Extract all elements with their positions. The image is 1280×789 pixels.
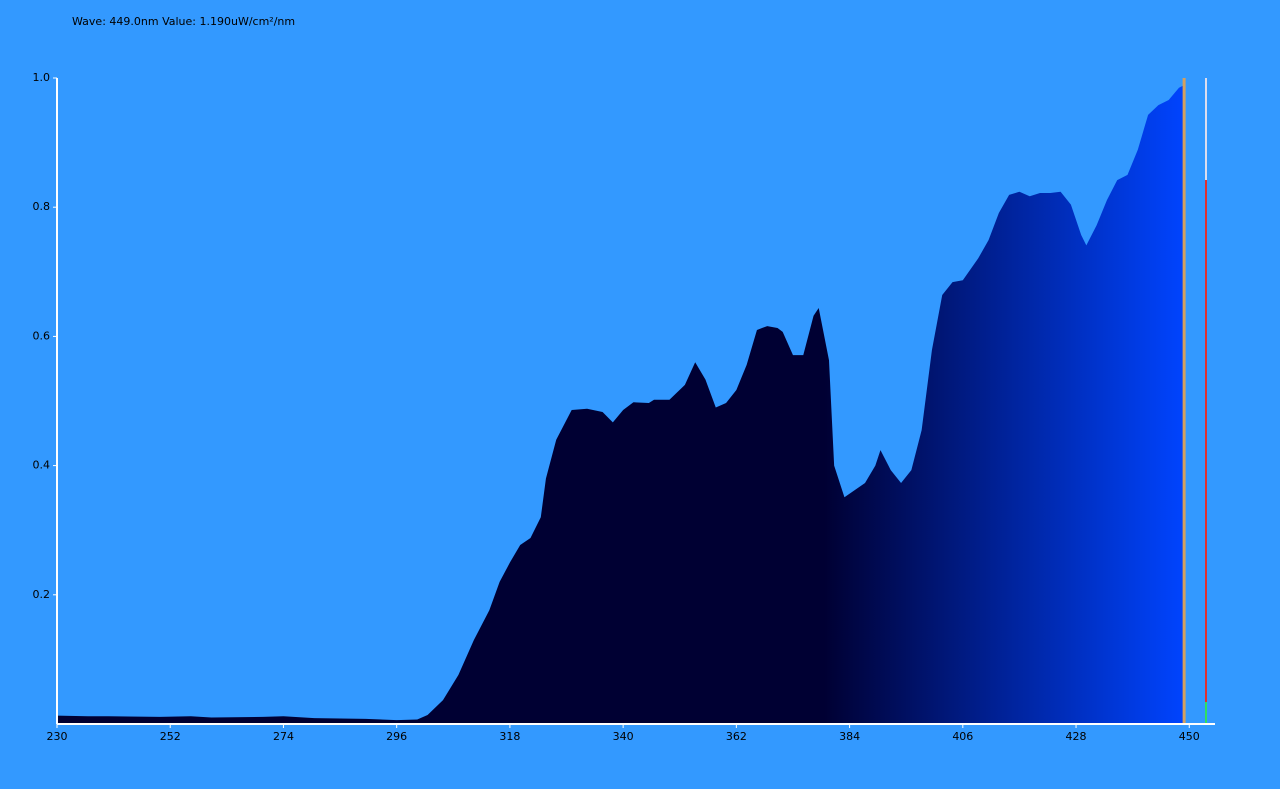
spectrum-area <box>57 85 1185 724</box>
x-tick-label: 318 <box>499 730 520 743</box>
x-tick-label: 384 <box>839 730 860 743</box>
y-tick-label: 1.0 <box>33 71 51 84</box>
x-tick-label: 428 <box>1066 730 1087 743</box>
y-tick-label: 0.4 <box>33 459 51 472</box>
x-tick-label: 406 <box>952 730 973 743</box>
y-tick-label: 0.2 <box>33 588 51 601</box>
x-tick-label: 296 <box>386 730 407 743</box>
y-tick-label: 0.8 <box>33 200 51 213</box>
x-tick-label: 274 <box>273 730 294 743</box>
x-tick-label: 252 <box>160 730 181 743</box>
x-tick-label: 362 <box>726 730 747 743</box>
y-tick-label: 0.6 <box>33 329 51 342</box>
readout: Wave: 449.0nm Value: 1.190uW/cm²/nm <box>72 15 295 28</box>
x-tick-label: 450 <box>1179 730 1200 743</box>
x-tick-label: 340 <box>613 730 634 743</box>
x-tick-label: 230 <box>47 730 68 743</box>
